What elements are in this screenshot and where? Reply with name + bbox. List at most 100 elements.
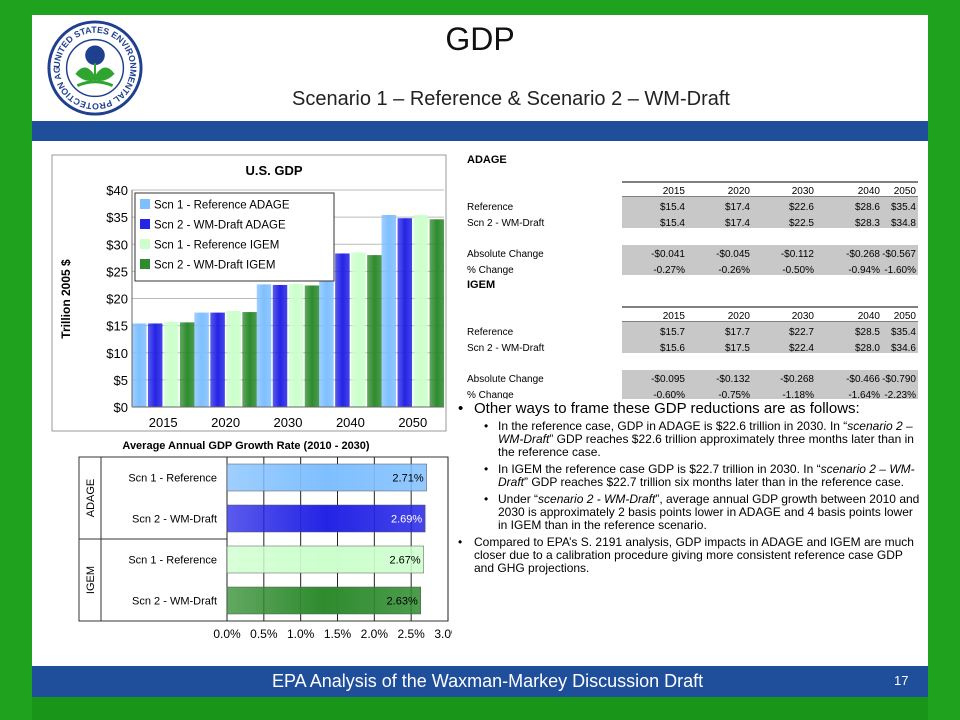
growth-x-tick: 2.5% xyxy=(397,627,425,641)
growth-bar xyxy=(226,586,421,615)
footer-bar xyxy=(32,666,928,697)
table-cell: $17.4 xyxy=(725,218,750,229)
gdp-legend: Scn 1 - Reference ADAGE Scn 2 - WM-Draft … xyxy=(134,192,335,282)
y-tick-label: $15 xyxy=(106,319,128,334)
growth-data-label: 2.71% xyxy=(392,473,423,485)
table-cell: -$0.112 xyxy=(781,249,815,260)
growth-bar xyxy=(226,463,427,492)
gdp-bar xyxy=(210,312,225,407)
slide-title: GDP xyxy=(445,21,515,57)
table-row-label: % Change xyxy=(467,265,514,276)
table-shade xyxy=(622,197,918,228)
table-cell: -0.60% xyxy=(653,390,685,399)
y-axis-label: Trillion 2005 $ xyxy=(59,259,73,339)
table-cell: $34.8 xyxy=(891,218,916,229)
table-cell: -0.94% xyxy=(848,265,880,276)
table-row-label: Scn 2 - WM-Draft xyxy=(467,343,544,354)
bullet-intro: Other ways to frame these GDP reductions… xyxy=(454,401,924,416)
table-shade xyxy=(622,245,918,275)
gdp-bar xyxy=(304,285,320,407)
legend-label: Scn 2 - WM-Draft ADAGE xyxy=(154,220,286,232)
growth-plot: 0.0% 0.5% 1.0% 1.5% 2.0% 2.5% 3.0% ADAGE IGEM Scn… xyxy=(78,456,452,641)
table-row-label: Scn 2 - WM-Draft xyxy=(467,218,544,229)
table-cell: -$0.045 xyxy=(716,249,750,260)
table-year: 2030 xyxy=(792,311,815,322)
gdp-bar xyxy=(351,252,366,407)
growth-category-label: Scn 2 - WM-Draft xyxy=(132,596,217,608)
table-year: 2040 xyxy=(858,186,881,197)
header-band xyxy=(32,121,928,141)
group-label: IGEM xyxy=(85,566,97,594)
legend-label: Scn 2 - WM-Draft IGEM xyxy=(154,260,275,272)
slide: UNITED STATES ENVIRONMENTAL PROTECTION A… xyxy=(32,15,928,697)
table-year: 2015 xyxy=(663,186,686,197)
table-cell: $34.6 xyxy=(891,343,916,354)
gdp-bar xyxy=(288,283,304,407)
legend-swatch xyxy=(140,259,150,269)
legend-swatch xyxy=(140,199,150,209)
growth-category-label: Scn 1 - Reference xyxy=(128,473,217,485)
gdp-bar xyxy=(429,219,445,407)
x-tick-label: 2040 xyxy=(336,415,365,430)
growth-x-tick: 1.5% xyxy=(324,627,352,641)
growth-x-tick: 2.0% xyxy=(361,627,389,641)
table-row-label: Absolute Change xyxy=(467,249,544,260)
table-cell: $28.5 xyxy=(855,327,880,338)
gdp-bar xyxy=(256,284,272,407)
table-year: 2050 xyxy=(894,311,917,322)
gdp-bar xyxy=(163,321,179,407)
y-tick-label: $5 xyxy=(114,373,128,388)
x-tick-label: 2050 xyxy=(398,415,427,430)
bullet-adage: In the reference case, GDP in ADAGE is $… xyxy=(454,420,924,459)
table-cell: $35.4 xyxy=(891,202,916,213)
footer-text: EPA Analysis of the Waxman-Markey Discus… xyxy=(272,671,704,691)
table-title: IGEM xyxy=(467,279,495,291)
gdp-bar xyxy=(335,253,350,407)
legend-label: Scn 1 - Reference IGEM xyxy=(154,240,279,252)
gdp-bar xyxy=(179,322,195,407)
table-cell: -1.18% xyxy=(782,390,814,399)
table-shade xyxy=(622,370,918,399)
gdp-bar xyxy=(413,214,429,407)
table-cell: $17.7 xyxy=(725,327,750,338)
table-cell: -$0.466 xyxy=(846,374,880,385)
bullet-growth: Under “scenario 2 - WM-Draft”, average a… xyxy=(454,493,924,532)
table-cell: $15.7 xyxy=(660,327,685,338)
growth-bar xyxy=(226,504,426,533)
growth-x-tick: 0.5% xyxy=(250,627,278,641)
growth-data-label: 2.63% xyxy=(387,596,418,608)
gdp-bar xyxy=(272,284,288,407)
table-year: 2015 xyxy=(663,311,686,322)
legend-swatch xyxy=(140,239,150,249)
table-row-label: % Change xyxy=(467,390,514,399)
y-tick-label: $40 xyxy=(106,183,128,198)
table-cell: -$0.567 xyxy=(882,249,916,260)
table-cell: -1.60% xyxy=(884,265,916,276)
table-cell: -0.26% xyxy=(718,265,750,276)
table-year: 2040 xyxy=(858,311,881,322)
growth-data-label: 2.67% xyxy=(389,555,420,567)
gdp-tables: ADAGE 2015 2020 2030 2040 2050 Reference $15.4 $… xyxy=(467,154,918,399)
y-tick-label: $30 xyxy=(106,237,128,252)
bullet-list: Other ways to frame these GDP reductions… xyxy=(454,401,924,578)
gdp-bar xyxy=(242,312,257,407)
table-cell: $22.4 xyxy=(789,343,814,354)
table-cell: $17.5 xyxy=(725,343,750,354)
us-gdp-chart: U.S. GDP Trillion 2005 $ $0 $5 $10 $15 $20 $2… xyxy=(51,154,447,432)
bullet-igem: In IGEM the reference case GDP is $22.7 … xyxy=(454,463,924,489)
group-label: ADAGE xyxy=(85,479,97,518)
table-cell: $15.4 xyxy=(660,202,685,213)
table-title: ADAGE xyxy=(467,154,507,166)
y-tick-label: $20 xyxy=(106,292,128,307)
table-cell: -0.27% xyxy=(653,265,685,276)
y-tick-label: $0 xyxy=(114,400,128,415)
y-tick-label: $25 xyxy=(106,264,128,279)
bullet-comparison: Compared to EPA’s S. 2191 analysis, GDP … xyxy=(454,536,924,575)
x-tick-label: 2020 xyxy=(211,415,240,430)
growth-data-label: 2.69% xyxy=(391,514,422,526)
growth-x-tick: 1.0% xyxy=(287,627,315,641)
growth-bar xyxy=(226,545,424,574)
legend-swatch xyxy=(140,219,150,229)
table-row-label: Reference xyxy=(467,202,514,213)
y-tick-label: $35 xyxy=(106,210,128,225)
